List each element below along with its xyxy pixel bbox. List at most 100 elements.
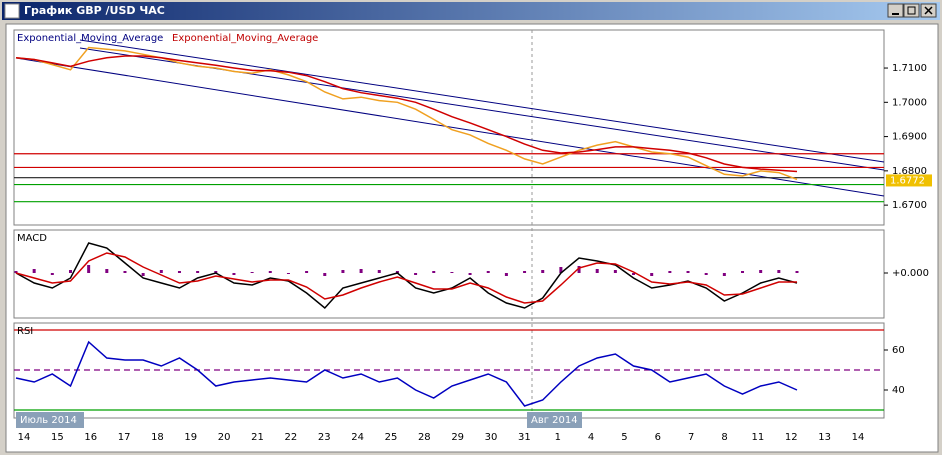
histogram-bar (377, 270, 381, 273)
legend-entry: Exponential_Moving_Average (17, 33, 163, 44)
series-line (15, 55, 798, 173)
histogram-bar (795, 271, 799, 273)
x-tick-label: 31 (518, 432, 531, 443)
histogram-bar (232, 273, 236, 275)
x-tick-label: 1 (555, 432, 561, 443)
close-icon (924, 6, 933, 15)
histogram-bar (704, 273, 708, 275)
histogram-bar (595, 269, 599, 273)
channel-line (79, 39, 885, 163)
x-tick-label: 17 (118, 432, 131, 443)
histogram-bar (87, 265, 91, 273)
histogram-bar (159, 270, 163, 273)
histogram-bar (468, 273, 472, 275)
window-buttons[interactable] (887, 3, 937, 18)
y-tick-label: 60 (892, 345, 905, 356)
y-tick-label: +0.000 (892, 268, 929, 279)
x-tick-label: 8 (721, 432, 727, 443)
y-tick-label: 1.7000 (892, 97, 927, 108)
panel-title: RSI (17, 326, 33, 337)
x-tick-label: 19 (184, 432, 197, 443)
x-tick-label: 24 (351, 432, 364, 443)
histogram-bar (414, 273, 418, 275)
y-tick-label: 1.7100 (892, 63, 927, 74)
histogram-bar (196, 271, 200, 273)
x-tick-label: 7 (688, 432, 694, 443)
y-tick-label: 1.6800 (892, 166, 927, 177)
histogram-bar (450, 272, 454, 273)
histogram-bar (323, 273, 327, 276)
x-tick-label: 11 (752, 432, 765, 443)
legend-entry: Exponential_Moving_Average (172, 33, 318, 44)
x-tick-label: 21 (251, 432, 264, 443)
histogram-bar (123, 271, 127, 273)
histogram-bar (686, 271, 690, 273)
series-line (15, 252, 797, 304)
month-badge (16, 412, 84, 428)
maximize-button[interactable] (903, 3, 920, 18)
x-tick-label: 28 (418, 432, 431, 443)
channel-line (15, 57, 885, 197)
series-line (15, 340, 798, 407)
histogram-bar (250, 272, 254, 273)
histogram-bar (286, 273, 290, 274)
histogram-bar (214, 271, 218, 273)
last-price-box (886, 174, 932, 187)
histogram-bar (50, 273, 54, 275)
histogram-bar (559, 267, 563, 273)
histogram-bar (668, 271, 672, 273)
histogram-bar (305, 271, 309, 273)
histogram-bar (523, 271, 527, 273)
y-tick-label: 1.6700 (892, 200, 927, 211)
histogram-bar (741, 271, 745, 273)
month-badge (527, 412, 582, 428)
histogram-bar (268, 271, 272, 273)
x-tick-label: 15 (51, 432, 64, 443)
window-title: График GBP /USD ЧАС (24, 4, 165, 17)
x-tick-label: 16 (84, 432, 97, 443)
histogram-bar (504, 273, 508, 276)
histogram-bar (177, 271, 181, 273)
x-tick-label: 4 (588, 432, 594, 443)
histogram-bar (395, 271, 399, 273)
histogram-bar (359, 269, 363, 273)
histogram-bar (759, 270, 763, 273)
x-tick-label: 14 (18, 432, 31, 443)
x-tick-label: 20 (218, 432, 231, 443)
histogram-bar (14, 271, 18, 273)
histogram-bar (632, 273, 636, 275)
minimize-button[interactable] (887, 3, 904, 18)
last-price-label: 1.6772 (890, 175, 925, 186)
x-tick-label: 23 (318, 432, 331, 443)
app-icon (4, 3, 20, 19)
month-label: Авг 2014 (531, 415, 578, 426)
x-tick-label: 12 (785, 432, 798, 443)
histogram-bar (541, 270, 545, 273)
title-bar (2, 2, 940, 20)
histogram-bar (577, 266, 581, 273)
histogram-bar (68, 270, 72, 273)
histogram-bar (722, 273, 726, 276)
histogram-bar (777, 270, 781, 273)
histogram-bar (432, 271, 436, 273)
series-line (15, 46, 798, 181)
histogram-bar (105, 269, 109, 273)
histogram-bar (341, 270, 345, 273)
y-tick-label: 40 (892, 385, 905, 396)
panel-title: MACD (17, 233, 47, 244)
x-tick-label: 14 (852, 432, 865, 443)
month-label: Июль 2014 (20, 415, 77, 426)
maximize-icon (907, 6, 916, 15)
x-tick-label: 29 (451, 432, 464, 443)
x-tick-label: 30 (485, 432, 498, 443)
histogram-bar (141, 273, 145, 276)
x-tick-label: 18 (151, 432, 164, 443)
x-tick-label: 25 (385, 432, 398, 443)
histogram-bar (32, 269, 36, 273)
x-tick-label: 5 (621, 432, 627, 443)
histogram-bar (486, 271, 490, 273)
x-tick-label: 6 (655, 432, 661, 443)
x-tick-label: 13 (818, 432, 831, 443)
